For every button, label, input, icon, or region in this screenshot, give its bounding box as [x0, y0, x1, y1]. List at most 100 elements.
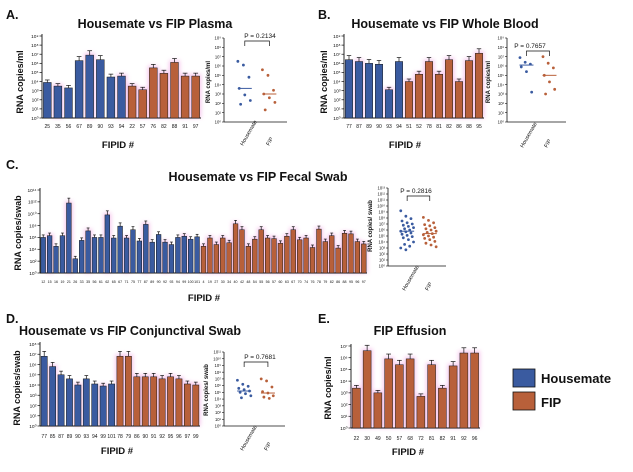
- y-tick-label: 10⁶: [29, 235, 36, 241]
- bar: [348, 233, 354, 274]
- bar: [167, 376, 174, 427]
- x-tick-label: 56: [266, 280, 270, 284]
- scatter-point: [244, 392, 247, 396]
- y-tick-label: 10³: [334, 88, 341, 94]
- y-tick-label: 10⁰: [29, 271, 36, 277]
- scatter-point: [267, 96, 271, 100]
- bar: [354, 241, 361, 274]
- inset-y-label-c: RNA copies/ swab: [368, 200, 374, 252]
- x-tick-label: 87: [144, 280, 148, 284]
- bar: [91, 237, 98, 274]
- scatter-point: [551, 66, 555, 70]
- x-tick-label: 82: [330, 280, 334, 284]
- x-tick-label: 94: [119, 124, 125, 130]
- bar: [85, 230, 91, 274]
- inset-y-tick-label: 10³: [379, 246, 386, 251]
- x-tick-label: 35: [86, 280, 90, 284]
- inset-y-tick-label: 10⁰: [379, 264, 386, 269]
- y-tick-label: 10⁸: [31, 43, 38, 49]
- scatter-point: [421, 216, 425, 219]
- inset-group-fip-d: FIP: [264, 441, 274, 452]
- bar: [108, 383, 115, 427]
- scatter-point: [401, 236, 405, 240]
- bar: [395, 61, 403, 119]
- bar: [150, 376, 158, 427]
- y-tick-label: 10²: [30, 259, 37, 265]
- x-tick-label: 90: [75, 434, 81, 440]
- x-tick-label: 90: [98, 124, 104, 130]
- bar: [455, 81, 463, 119]
- x-tick-label: 27: [214, 280, 218, 284]
- x-tick-label: 93: [386, 124, 392, 130]
- x-tick-label: 86: [134, 434, 140, 440]
- inset-y-tick-label: 10¹²: [378, 192, 386, 197]
- inset-y-tick-label: 10⁶: [498, 64, 505, 69]
- scatter-point: [428, 224, 432, 228]
- x-tick-label: 93: [84, 434, 90, 440]
- bar: [53, 246, 59, 274]
- x-tick-label: 56: [66, 124, 72, 130]
- panel-letter-c: C.: [6, 158, 19, 172]
- scatter-point: [424, 241, 428, 245]
- x-tick-label: 77: [137, 280, 141, 284]
- scatter-point: [541, 55, 545, 59]
- bar: [213, 244, 219, 274]
- bar: [365, 63, 373, 119]
- scatter-point: [546, 61, 550, 65]
- bar: [141, 376, 149, 427]
- scatter-point: [409, 231, 413, 235]
- x-tick-label: 19: [60, 280, 64, 284]
- inset-y-tick-label: 10⁵: [498, 73, 505, 78]
- x-tick-label: 78: [317, 280, 321, 284]
- scatter-point: [412, 240, 415, 244]
- scatter-point: [405, 234, 409, 237]
- y-tick-label: 10³: [30, 393, 37, 399]
- bar: [435, 74, 443, 119]
- inset-y-label-a: RNA copies/ml: [206, 61, 212, 103]
- x-tick-label: 55: [259, 280, 263, 284]
- x-tick-label: 67: [118, 280, 122, 284]
- y-tick-label: 10¹: [341, 414, 348, 420]
- scatter-point: [267, 397, 271, 400]
- scatter-point: [432, 221, 435, 225]
- y-tick-label: 10⁶: [31, 61, 38, 67]
- scatter-point: [266, 73, 270, 77]
- y-axis-label-b: RNA copies/ml: [319, 50, 329, 113]
- x-tick-label: 22: [354, 436, 360, 442]
- x-tick-label: 92: [461, 436, 467, 442]
- x-tick-label: 88: [466, 124, 472, 130]
- inset-group-housemate-d: Housemate: [240, 425, 259, 452]
- x-tick-label: 65: [112, 280, 116, 284]
- bar: [64, 87, 73, 119]
- scatter-point: [239, 102, 243, 106]
- inset-y-tick-label: 10⁹: [215, 363, 222, 368]
- bar: [158, 378, 166, 427]
- x-tick-label: 60: [278, 280, 282, 284]
- scatter-point: [259, 377, 263, 381]
- x-tick-label: 42: [240, 280, 244, 284]
- x-tick-label: 91: [182, 124, 188, 130]
- scatter-point: [270, 385, 274, 389]
- scatter-point: [236, 59, 240, 63]
- inset-y-tick-label: 10³: [498, 92, 505, 97]
- bar: [290, 229, 296, 274]
- inset-y-tick-label: 10⁶: [215, 383, 222, 388]
- x-tick-label: 90: [157, 280, 161, 284]
- bar: [226, 242, 232, 274]
- scatter-point: [399, 209, 403, 213]
- inset-y-tick-label: 10⁸: [379, 216, 386, 221]
- inset-y-tick-label: 10²: [379, 252, 386, 257]
- bar: [96, 59, 105, 119]
- x-tick-label: 100: [188, 280, 194, 284]
- bar: [384, 358, 393, 429]
- panel-title-a: Housemate vs FIP Plasma: [78, 17, 234, 31]
- x-axis-label-a: FIPID #: [102, 140, 135, 151]
- scatter-point: [434, 245, 438, 249]
- inset-y-tick-label: 10⁷: [215, 377, 222, 382]
- scatter-point: [432, 235, 435, 239]
- x-tick-label: 19: [208, 280, 212, 284]
- bar: [43, 82, 52, 119]
- x-tick-label: 95: [349, 280, 353, 284]
- inset-y-tick-label: 10²: [215, 101, 222, 106]
